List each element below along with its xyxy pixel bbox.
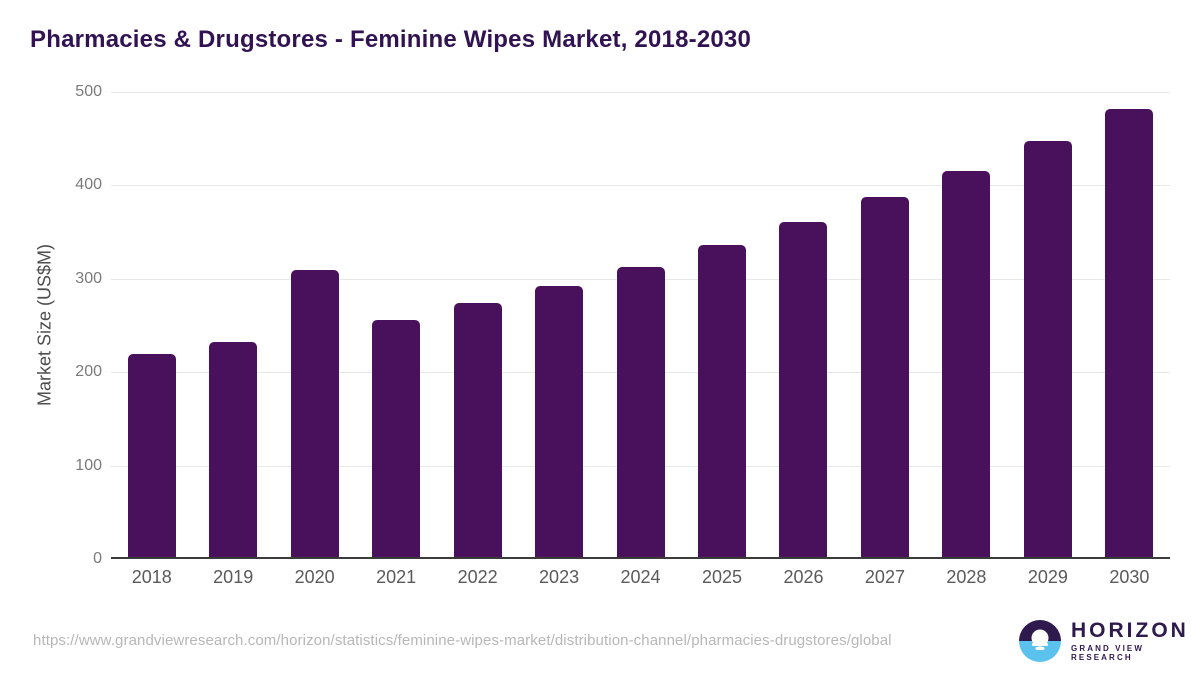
x-tick-label-2027: 2027 (864, 567, 905, 587)
bar-2030 (1105, 108, 1154, 557)
y-axis-tick-labels: 0 100 200 300 400 500 (40, 83, 102, 567)
x-axis-tick-labels: 2018 2019 2020 2021 2022 2023 2024 2025 2026 2027… (111, 567, 1170, 588)
y-tick-label-500: 500 (75, 83, 102, 100)
bar-2023 (535, 286, 584, 557)
x-tick-label-2024: 2024 (620, 567, 661, 587)
y-tick-label-100: 100 (75, 456, 102, 474)
ripple-icon (1032, 643, 1048, 647)
y-tick-label-200: 200 (75, 363, 102, 381)
bar-2024 (616, 266, 665, 557)
bar-2025 (698, 245, 747, 557)
bar-column-2028 (926, 92, 1007, 557)
x-tick-label-2018: 2018 (131, 567, 172, 587)
x-tick-label-2026: 2026 (783, 567, 824, 587)
bar-2026 (779, 221, 828, 557)
x-tick-label-2022: 2022 (457, 567, 498, 587)
x-tick-label-2023: 2023 (539, 567, 580, 587)
x-tick-label-2020: 2020 (294, 567, 335, 587)
x-tick-label-2021: 2021 (376, 567, 417, 587)
bar-2019 (209, 342, 258, 557)
bar-column-2029 (1007, 92, 1088, 557)
bar-2022 (453, 303, 502, 557)
bar-2018 (127, 354, 176, 557)
ripple-icon (1035, 646, 1045, 650)
bar-column-2026 (763, 92, 844, 557)
bar-2028 (942, 171, 991, 557)
x-tick-label-2019: 2019 (213, 567, 254, 587)
bar-2021 (372, 319, 421, 557)
x-tick-label-2025: 2025 (701, 567, 743, 587)
bar-column-2024 (600, 92, 681, 557)
bar-column-2018 (111, 92, 192, 557)
bar-column-2025 (681, 92, 762, 557)
x-tick-label-2030: 2030 (1109, 567, 1150, 587)
chart-title: Pharmacies & Drugstores - Feminine Wipes… (30, 26, 752, 53)
y-tick-label-400: 400 (75, 176, 102, 194)
gridline-400 (111, 185, 1170, 187)
bar-column-2030 (1089, 92, 1170, 557)
bar-2027 (860, 197, 909, 557)
x-tick-label-2028: 2028 (946, 567, 987, 587)
bar-2020 (290, 270, 339, 557)
bar-column-2020 (274, 92, 355, 557)
bar-column-2027 (844, 92, 925, 557)
bar-2029 (1023, 141, 1072, 557)
y-tick-label-0: 0 (93, 550, 102, 567)
bar-column-2021 (355, 92, 436, 557)
bar-column-2019 (192, 92, 273, 557)
bar-column-2022 (437, 92, 518, 557)
brand-subtitle: GRAND VIEW RESEARCH (1071, 644, 1144, 663)
y-tick-label-300: 300 (75, 269, 102, 287)
horizon-logo-icon (1019, 620, 1061, 663)
plot-area (111, 92, 1170, 559)
source-url: https://www.grandviewresearch.com/horizo… (33, 632, 892, 649)
x-tick-label-2029: 2029 (1027, 567, 1068, 587)
brand-name: HORIZON (1071, 619, 1189, 642)
bar-series (111, 92, 1170, 557)
bar-column-2023 (518, 92, 599, 557)
sun-icon (1031, 629, 1049, 647)
gridline-500 (111, 92, 1170, 93)
brand-logo: HORIZON GRAND VIEW RESEARCH (1019, 619, 1200, 663)
